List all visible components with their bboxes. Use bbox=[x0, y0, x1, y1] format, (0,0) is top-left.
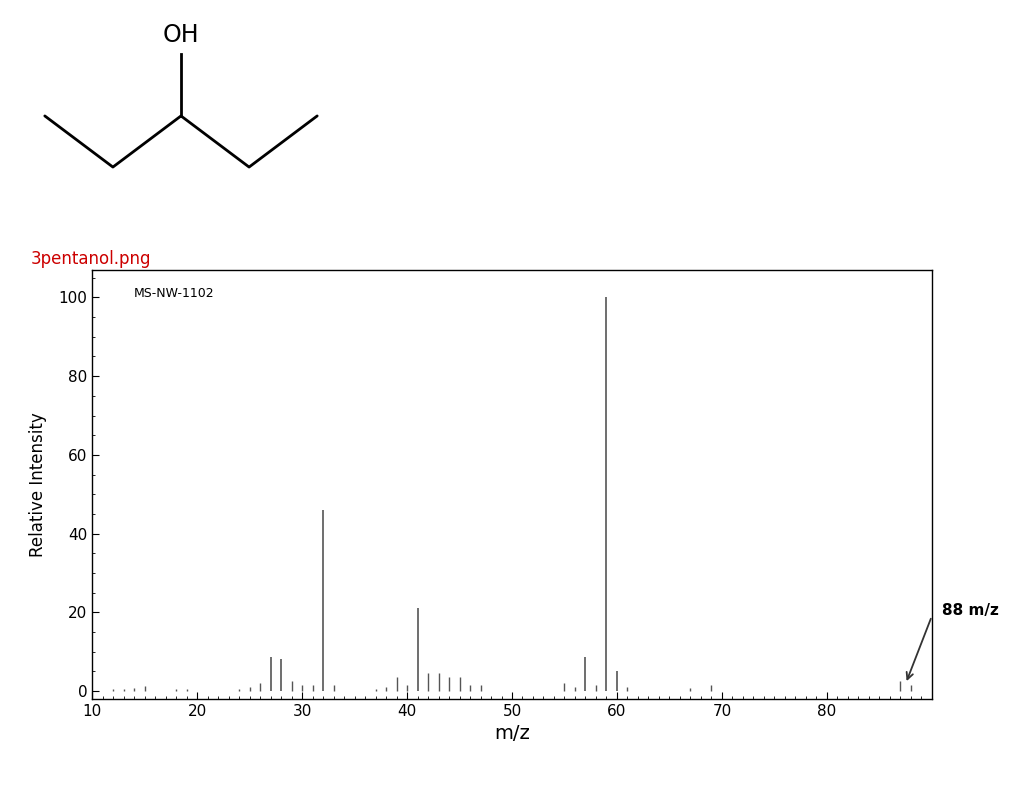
Text: MS-NW-1102: MS-NW-1102 bbox=[134, 287, 215, 300]
X-axis label: m/z: m/z bbox=[494, 724, 530, 743]
Text: 88 m/z: 88 m/z bbox=[942, 603, 999, 618]
Text: 3pentanol.png: 3pentanol.png bbox=[31, 250, 152, 268]
Y-axis label: Relative Intensity: Relative Intensity bbox=[30, 412, 47, 557]
Text: OH: OH bbox=[163, 23, 200, 47]
